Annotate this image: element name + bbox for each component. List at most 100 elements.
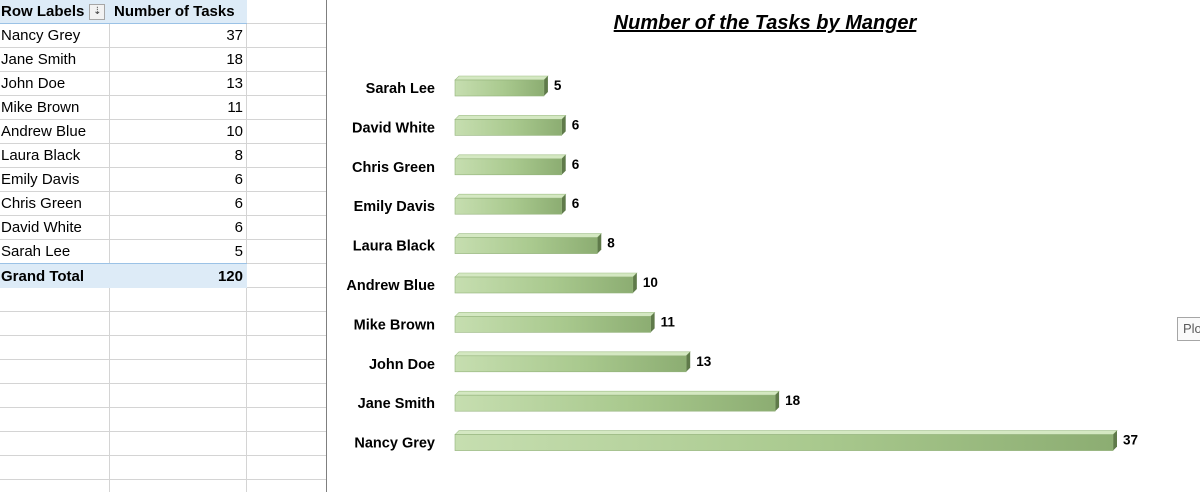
- bar-side-face: [597, 233, 602, 254]
- pivot-row[interactable]: John Doe 13: [0, 72, 247, 95]
- category-label: Sarah Lee: [366, 81, 435, 97]
- bar-top-face: [454, 351, 691, 357]
- pivot-row[interactable]: Laura Black 8: [0, 144, 247, 167]
- pivot-row[interactable]: Sarah Lee 5: [0, 240, 247, 263]
- row-labels-header-text: Row Labels: [1, 3, 85, 20]
- grand-total-label[interactable]: Grand Total: [1, 267, 85, 285]
- pivot-row-value[interactable]: 13: [226, 75, 243, 92]
- bar-top-face: [454, 390, 780, 396]
- data-label: 5: [554, 78, 562, 93]
- bar-top-face: [454, 272, 638, 278]
- data-label: 13: [696, 354, 712, 369]
- pivot-row-label[interactable]: Andrew Blue: [1, 123, 87, 140]
- category-label: Chris Green: [352, 160, 435, 176]
- bar[interactable]: [454, 79, 545, 97]
- pivot-row-label[interactable]: Mike Brown: [1, 99, 80, 116]
- spreadsheet-grid[interactable]: [0, 0, 326, 492]
- bar[interactable]: [454, 434, 1114, 451]
- bar[interactable]: [454, 158, 563, 176]
- bar-group[interactable]: Chris Green 6: [352, 154, 580, 176]
- pivot-row-value[interactable]: 37: [226, 27, 243, 44]
- pivot-row-value[interactable]: 10: [226, 123, 243, 140]
- bar[interactable]: [454, 237, 598, 254]
- chart-title[interactable]: Number of the Tasks by Manger: [613, 12, 917, 34]
- data-label: 10: [643, 275, 658, 290]
- bar[interactable]: [454, 316, 651, 333]
- category-label: David White: [352, 120, 435, 136]
- pivot-row-label[interactable]: Emily Davis: [1, 171, 80, 188]
- category-label: John Doe: [369, 357, 435, 373]
- grand-total-row[interactable]: Grand Total 120: [0, 263, 247, 288]
- pivot-row-value[interactable]: 6: [234, 219, 243, 236]
- sort-filter-icon[interactable]: ⇣: [89, 3, 106, 20]
- pivot-row-label[interactable]: Laura Black: [1, 147, 81, 164]
- pivot-row-value[interactable]: 8: [234, 147, 243, 164]
- bar-side-face: [650, 312, 655, 333]
- data-label: 6: [572, 157, 580, 172]
- bar-side-face: [543, 76, 548, 96]
- sheet-divider: [326, 0, 327, 492]
- data-label: 6: [572, 117, 580, 132]
- bar-side-face: [561, 194, 566, 215]
- pivot-row-label[interactable]: Sarah Lee: [1, 243, 71, 260]
- pivot-header-row: Row Labels ⇣ Number of Tasks: [0, 0, 247, 24]
- pivot-row-value[interactable]: 18: [226, 51, 243, 68]
- pivot-row-label[interactable]: Nancy Grey: [1, 27, 81, 44]
- bar-group[interactable]: Jane Smith 18: [358, 390, 801, 412]
- pivot-row-value[interactable]: 6: [234, 171, 243, 188]
- bar-group[interactable]: Sarah Lee 5: [366, 75, 562, 97]
- pivot-row-label[interactable]: David White: [1, 219, 82, 236]
- bar-side-face: [632, 273, 637, 293]
- pivot-row-value[interactable]: 5: [234, 243, 243, 260]
- grand-total-value[interactable]: 120: [217, 267, 243, 285]
- bar-top-face: [454, 154, 567, 160]
- bar-group[interactable]: Andrew Blue 10: [346, 272, 658, 294]
- pivot-row-value[interactable]: 6: [234, 195, 243, 212]
- bar[interactable]: [454, 197, 563, 215]
- bar-side-face: [561, 154, 566, 175]
- pivot-row-label[interactable]: Jane Smith: [1, 51, 77, 68]
- bar[interactable]: [454, 355, 687, 373]
- bar-side-face: [1113, 430, 1117, 451]
- value-header[interactable]: Number of Tasks: [114, 3, 235, 20]
- pivot-row[interactable]: Emily Davis 6: [0, 168, 247, 191]
- pivot-row-value[interactable]: 11: [227, 99, 243, 116]
- category-label: Jane Smith: [358, 396, 435, 412]
- bar-top-face: [454, 115, 567, 120]
- bar-top-face: [454, 312, 656, 317]
- pivot-row[interactable]: Andrew Blue 10: [0, 120, 247, 143]
- bar-group[interactable]: Emily Davis 6: [354, 193, 580, 215]
- data-label: 18: [785, 393, 801, 408]
- category-label: Mike Brown: [354, 317, 435, 333]
- pivot-row-label[interactable]: Chris Green: [1, 195, 82, 212]
- bar-top-face: [454, 75, 549, 81]
- bar-top-face: [454, 430, 1118, 435]
- bar-top-face: [454, 233, 602, 238]
- bar[interactable]: [454, 119, 563, 136]
- pivot-row[interactable]: Chris Green 6: [0, 192, 247, 215]
- category-label: Emily Davis: [354, 199, 435, 215]
- row-labels-header[interactable]: Row Labels ⇣: [0, 3, 110, 20]
- bar-group[interactable]: Nancy Grey 37: [354, 430, 1138, 452]
- pivot-row[interactable]: Mike Brown 11: [0, 96, 247, 119]
- bar-group[interactable]: John Doe 13: [369, 351, 712, 373]
- pivot-row[interactable]: David White 6: [0, 216, 247, 239]
- category-label: Nancy Grey: [354, 436, 435, 452]
- category-label: Andrew Blue: [346, 278, 435, 294]
- data-label: 11: [661, 314, 676, 329]
- bar-side-face: [686, 351, 691, 372]
- plot-area-tooltip: Plo: [1177, 317, 1200, 341]
- bar[interactable]: [454, 394, 776, 412]
- data-label: 8: [607, 236, 615, 251]
- data-label: 6: [572, 196, 580, 211]
- bar-side-face: [561, 115, 566, 136]
- pivot-row[interactable]: Nancy Grey 37: [0, 24, 247, 47]
- data-label: 37: [1123, 433, 1138, 448]
- pivot-row[interactable]: Jane Smith 18: [0, 48, 247, 71]
- bar-group[interactable]: Laura Black 8: [353, 233, 615, 255]
- pivot-row-label[interactable]: John Doe: [1, 75, 66, 92]
- bar-group[interactable]: David White 6: [352, 115, 580, 136]
- bar[interactable]: [454, 276, 634, 294]
- bar-group[interactable]: Mike Brown 11: [354, 312, 676, 333]
